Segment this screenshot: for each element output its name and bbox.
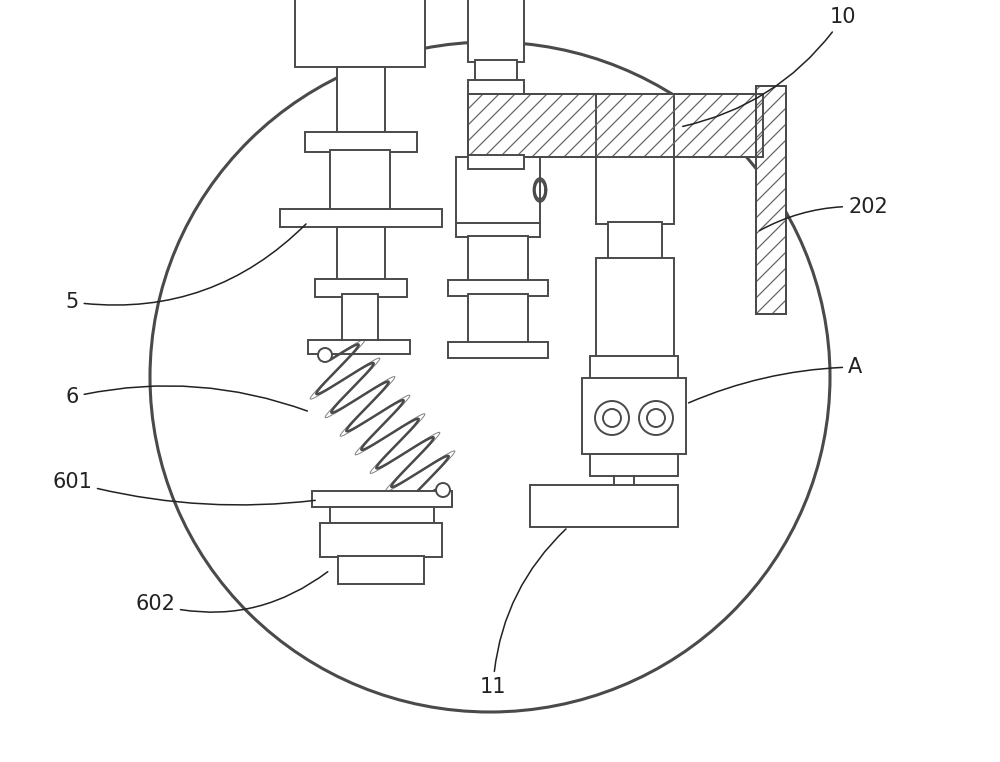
- Text: 601: 601: [52, 472, 315, 505]
- Bar: [596, 258, 674, 358]
- Bar: [448, 342, 548, 358]
- Bar: [468, 155, 524, 169]
- Text: 5: 5: [65, 224, 306, 312]
- Bar: [320, 523, 442, 557]
- Bar: [456, 223, 540, 237]
- Bar: [312, 491, 452, 507]
- Circle shape: [603, 409, 621, 427]
- Bar: [530, 485, 678, 527]
- Bar: [590, 356, 678, 380]
- Bar: [468, 0, 524, 62]
- Circle shape: [318, 348, 332, 362]
- Text: 202: 202: [759, 197, 888, 231]
- Bar: [475, 60, 517, 82]
- Bar: [338, 556, 424, 584]
- Bar: [342, 294, 378, 342]
- Bar: [280, 209, 442, 227]
- Bar: [468, 236, 528, 282]
- Text: 602: 602: [135, 572, 328, 614]
- Bar: [608, 222, 662, 260]
- Bar: [330, 507, 434, 523]
- Bar: [315, 279, 407, 297]
- Text: 11: 11: [480, 529, 566, 697]
- Bar: [468, 294, 528, 344]
- Bar: [456, 157, 540, 224]
- Circle shape: [436, 483, 450, 497]
- Text: 10: 10: [683, 7, 856, 126]
- Bar: [582, 378, 686, 454]
- Circle shape: [595, 401, 629, 435]
- Bar: [337, 227, 385, 282]
- Ellipse shape: [150, 42, 830, 712]
- Bar: [308, 340, 410, 354]
- Bar: [448, 280, 548, 296]
- Bar: [596, 94, 674, 224]
- Bar: [468, 94, 763, 157]
- Circle shape: [639, 401, 673, 435]
- Bar: [756, 86, 786, 314]
- Text: 6: 6: [65, 386, 307, 411]
- Text: A: A: [689, 357, 862, 403]
- Bar: [330, 150, 390, 212]
- Bar: [337, 67, 385, 132]
- Bar: [468, 94, 763, 157]
- Bar: [295, 0, 425, 67]
- Bar: [468, 80, 524, 94]
- Bar: [305, 132, 417, 152]
- Bar: [590, 454, 678, 476]
- Circle shape: [647, 409, 665, 427]
- Bar: [756, 86, 786, 314]
